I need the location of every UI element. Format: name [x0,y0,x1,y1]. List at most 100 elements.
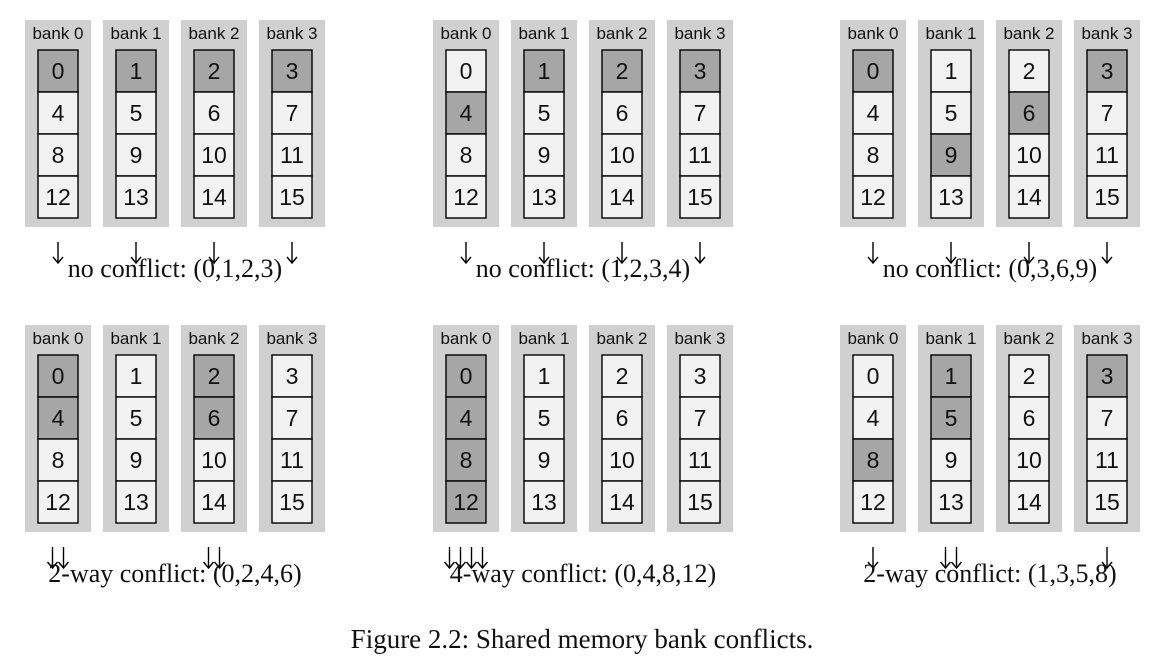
cell-value: 10 [1016,447,1042,473]
panel-caption: 2-way conflict: (1,3,5,8) [863,559,1116,588]
cell [679,354,721,398]
arrow-head [454,561,467,570]
cell [115,133,157,177]
cell [193,438,235,482]
cell-value: 1 [130,58,143,84]
cell [1086,480,1128,524]
cell [1086,438,1128,482]
cell [601,396,643,440]
cell-value: 7 [1101,405,1114,431]
bank-3: bank 3 3 7 11 15 [667,325,733,532]
cell-value: 14 [1016,184,1042,210]
bank-label: bank 0 [32,329,83,348]
cell-value: 2 [208,363,221,389]
arrow-head [57,561,70,570]
bank-label: bank 3 [674,24,725,43]
cell-highlighted [37,396,79,440]
cell-value: 14 [201,489,227,515]
cell [601,480,643,524]
arrow-head [867,561,879,570]
arrow-head [950,561,963,570]
cell-value: 7 [694,100,707,126]
cell-value: 13 [123,489,149,515]
cell [115,91,157,135]
cell-value: 9 [538,142,551,168]
cell-value: 9 [130,447,143,473]
cell-value: 4 [460,405,473,431]
arrow-head [1023,256,1035,265]
cell [445,49,487,93]
access-arrow [950,547,963,570]
cell [115,480,157,524]
cell [37,175,79,219]
cell [271,175,313,219]
arrow-head [443,561,456,570]
bank-label: bank 2 [188,329,239,348]
cell-value: 0 [52,58,65,84]
cell-value: 11 [280,142,304,168]
cell [271,91,313,135]
bank-0: bank 0 0 4 8 12 [25,325,91,570]
cell [930,480,972,524]
bank-3: bank 3 3 7 11 15 [1074,20,1140,265]
bank-3: bank 3 3 7 11 15 [1074,325,1140,570]
cell [1086,396,1128,440]
cell-value: 8 [52,447,65,473]
cell-value: 5 [538,100,551,126]
arrow-head [202,561,215,570]
cell-value: 8 [460,142,473,168]
bank-label: bank 2 [1003,24,1054,43]
cell-highlighted [193,396,235,440]
bank-label: bank 1 [925,24,976,43]
cell-value: 4 [460,100,473,126]
cell-value: 7 [694,405,707,431]
cell-value: 2 [616,363,629,389]
bank-1: bank 1 1 5 9 13 [511,20,577,265]
cell [271,133,313,177]
cell [930,175,972,219]
cell [523,175,565,219]
cell [271,396,313,440]
access-arrow [939,547,952,570]
cell [37,91,79,135]
cell-value: 4 [867,405,880,431]
cell-value: 1 [130,363,143,389]
cell [852,133,894,177]
cell-value: 2 [1023,58,1036,84]
cell [1086,91,1128,135]
cell [679,175,721,219]
cell-highlighted [445,91,487,135]
cell [37,438,79,482]
cell [930,91,972,135]
cell-value: 15 [279,184,305,210]
cell-value: 14 [609,489,635,515]
arrow-head [130,256,142,265]
cell-highlighted [601,49,643,93]
access-arrow [46,547,59,570]
bank-1: bank 1 1 5 9 13 [103,325,169,532]
bank-label: bank 3 [1081,329,1132,348]
cell [852,396,894,440]
arrow-head [52,256,64,265]
cell-value: 13 [938,184,964,210]
cell [37,133,79,177]
cell-highlighted [193,49,235,93]
cell-value: 1 [538,58,551,84]
cell-value: 10 [1016,142,1042,168]
bank-label: bank 3 [266,24,317,43]
cell-value: 12 [45,184,71,210]
bank-1: bank 1 1 5 9 13 [103,20,169,265]
cell-highlighted [930,354,972,398]
cell [1008,175,1050,219]
bank-label: bank 0 [847,329,898,348]
cell-value: 6 [208,100,221,126]
access-arrow [538,242,550,265]
arrow-head [286,256,298,265]
cell [601,438,643,482]
cell-value: 11 [688,447,712,473]
cell-value: 10 [609,142,635,168]
cell [1086,133,1128,177]
cell-value: 5 [538,405,551,431]
